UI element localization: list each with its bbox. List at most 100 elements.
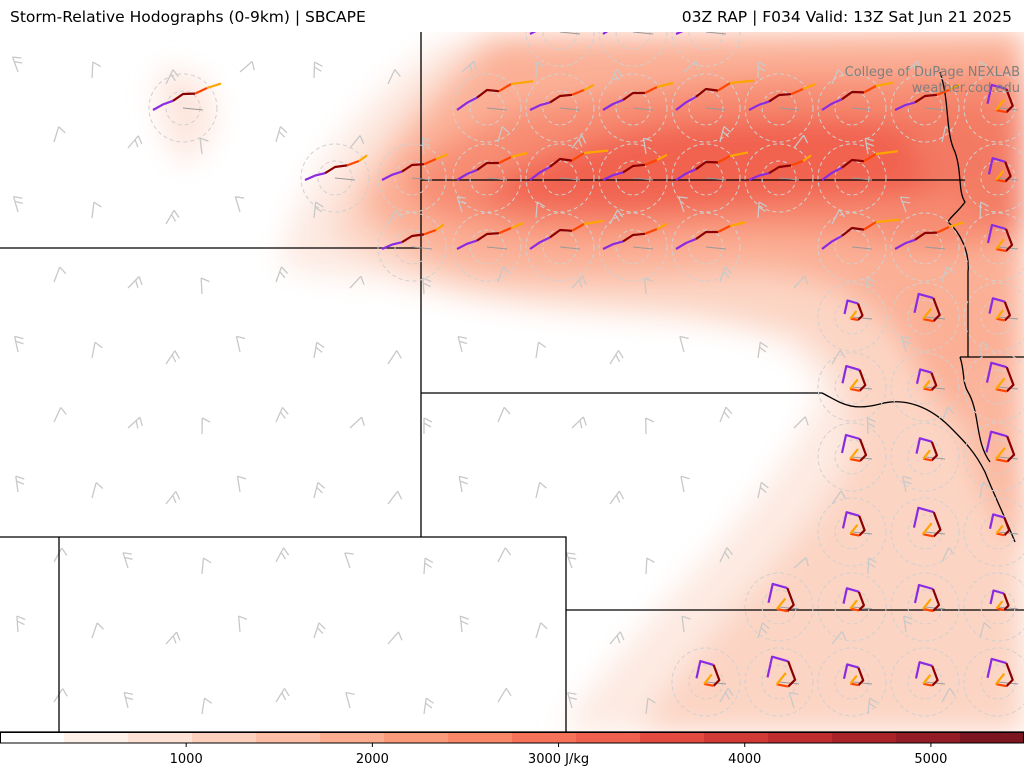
wind-barb-102 (567, 550, 580, 568)
wind-barb-56 (166, 351, 182, 369)
wind-barb-57 (236, 335, 247, 352)
colorbar-graphic: 1000 2000 3000 J/kg 4000 5000 (0, 732, 1024, 768)
colorbar: 1000 2000 3000 J/kg 4000 5000 (0, 732, 1024, 768)
colorbar-tick-label-2: 3000 J/kg (528, 752, 589, 767)
wind-barb-69 (128, 417, 145, 434)
colorbar-tick-label-0: 1000 (170, 752, 203, 767)
wind-barb-30 (235, 194, 247, 212)
wind-barb-125 (276, 688, 291, 706)
wind-barb-71 (276, 407, 290, 425)
wind-barb-28 (92, 202, 102, 219)
wind-barb-62 (610, 350, 625, 368)
wind-barb-85 (314, 482, 326, 499)
wind-barb-75 (572, 417, 589, 434)
wind-barb-83 (166, 491, 182, 509)
wind-barb-111 (239, 615, 248, 632)
wind-barb-129 (568, 690, 580, 708)
wind-barb-128 (498, 688, 513, 706)
wind-barb-82 (92, 483, 104, 501)
wind-barb-74 (498, 407, 512, 425)
wind-barb-77 (720, 407, 733, 425)
colorbar-band-5 (320, 732, 385, 743)
wind-barb-59 (388, 351, 403, 369)
colorbar-tick-label-4: 5000 (914, 752, 947, 767)
wind-barb-90 (681, 475, 692, 492)
colorbar-band-13 (832, 732, 897, 743)
wind-barb-87 (459, 475, 470, 492)
wind-barb-84 (237, 475, 247, 492)
wind-barb-122 (54, 689, 69, 707)
wind-barb-115 (536, 623, 548, 641)
colorbar-tick-label-1: 2000 (356, 752, 389, 767)
wind-barb-42 (128, 276, 145, 293)
wind-barb-86 (388, 491, 404, 509)
wind-barb-113 (388, 632, 405, 649)
map-panel: College of DuPage NEXLAB weather.cod.edu (0, 32, 1024, 732)
credit-text: College of DuPage NEXLAB weather.cod.edu (845, 65, 1020, 97)
boundary-line-4 (0, 537, 566, 732)
wind-barb-44 (276, 267, 289, 285)
wind-barb-45 (350, 276, 367, 293)
wind-barb-95 (54, 548, 69, 566)
wind-barb-89 (610, 491, 626, 509)
wind-barb-15 (128, 136, 144, 153)
colorbar-band-11 (704, 732, 769, 743)
colorbar-band-6 (384, 732, 449, 743)
wind-barb-1 (92, 62, 101, 78)
wind-barb-61 (536, 342, 546, 359)
colorbar-band-15 (960, 732, 1024, 743)
wind-barb-4 (314, 62, 323, 78)
wind-barb-55 (92, 342, 103, 359)
wind-barb-98 (276, 548, 291, 566)
wind-barb-3 (240, 62, 257, 79)
colorbar-band-12 (768, 732, 833, 743)
wind-barb-0 (13, 54, 26, 72)
wind-barb-73 (424, 418, 432, 434)
wind-barb-127 (424, 698, 434, 715)
colorbar-band-4 (256, 732, 321, 743)
wind-barb-29 (166, 210, 181, 228)
wind-barb-112 (314, 623, 327, 641)
wind-barb-126 (346, 690, 358, 708)
sbcape-shading (157, 32, 1024, 732)
wind-barb-103 (646, 558, 655, 574)
colorbar-band-9 (576, 732, 641, 743)
colorbar-band-0 (0, 732, 65, 743)
wind-barb-68 (54, 407, 68, 425)
wind-barb-124 (202, 698, 212, 715)
wind-barb-108 (17, 615, 26, 632)
wind-barb-60 (458, 335, 470, 352)
wind-barb-76 (646, 418, 654, 434)
colorbar-band-10 (640, 732, 705, 743)
wind-barb-63 (680, 334, 692, 352)
wind-barb-123 (124, 691, 136, 708)
wind-barb-72 (350, 417, 367, 434)
map-canvas (0, 32, 1024, 732)
wind-barb-109 (92, 623, 105, 641)
wind-barb-70 (202, 418, 210, 434)
wind-barb-88 (536, 482, 547, 499)
wind-barb-114 (460, 615, 470, 632)
wind-barb-43 (201, 278, 210, 294)
wind-barb-116 (610, 632, 626, 649)
wind-barb-110 (166, 632, 183, 649)
colorbar-band-3 (192, 732, 257, 743)
wind-barb-99 (345, 550, 358, 568)
wind-barb-97 (202, 558, 211, 575)
credit-org: College of DuPage NEXLAB (845, 65, 1020, 81)
wind-barb-41 (54, 267, 67, 285)
colorbar-band-2 (128, 732, 193, 743)
wind-barb-54 (15, 335, 26, 352)
wind-barb-81 (16, 475, 26, 492)
wind-barb-58 (314, 342, 325, 359)
colorbar-tick-label-3: 4000 (728, 752, 761, 767)
wind-barb-64 (758, 342, 768, 359)
wind-barb-96 (123, 550, 136, 568)
wind-barb-14 (54, 127, 66, 145)
header: Storm-Relative Hodographs (0-9km) | SBCA… (0, 0, 1024, 32)
colorbar-band-1 (64, 732, 129, 743)
wind-barb-100 (424, 558, 433, 575)
colorbar-band-8 (512, 732, 577, 743)
colorbar-band-7 (448, 732, 513, 743)
wind-barb-17 (276, 127, 288, 145)
